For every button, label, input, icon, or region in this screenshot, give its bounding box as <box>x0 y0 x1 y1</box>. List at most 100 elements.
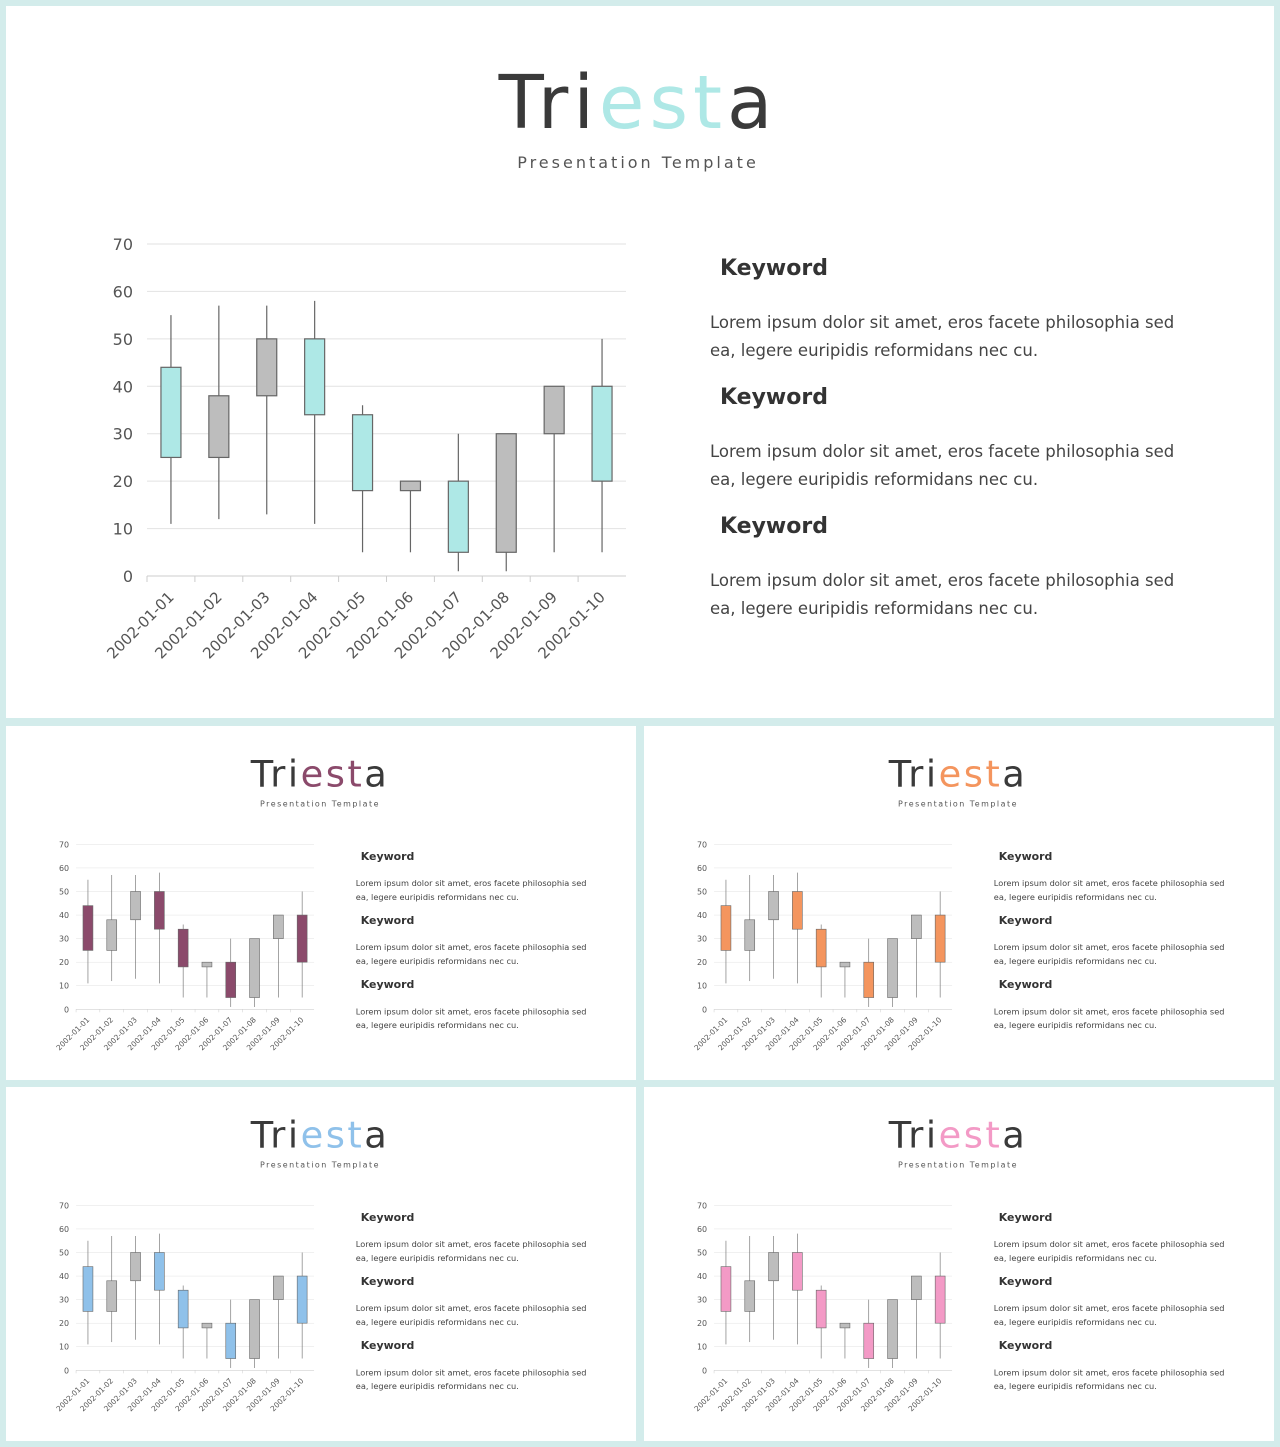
candle-body <box>154 1252 165 1291</box>
candle-body <box>792 891 803 930</box>
keyword-text: Lorem ipsum dolor sit amet, eros facete … <box>710 442 1175 489</box>
candle-body <box>839 1322 851 1329</box>
candle-body <box>177 928 189 968</box>
candle-body <box>887 938 898 998</box>
slide-title: Triesta <box>250 753 389 796</box>
candle-body <box>911 1275 922 1300</box>
candle-body <box>201 1322 213 1329</box>
y-tick-label: 0 <box>64 1366 69 1375</box>
title-part: est <box>939 753 1003 796</box>
chart: 0102030405060702002-01-012002-01-022002-… <box>692 1201 953 1413</box>
title-part: a <box>1002 753 1027 796</box>
keyword-panel: Keyword Lorem ipsum dolor sit amet, eros … <box>994 850 1225 1030</box>
title-part: a <box>1002 1114 1027 1157</box>
keyword-text: Lorem ipsum dolor sit amet, eros facete … <box>710 313 1175 360</box>
candle-body <box>273 914 284 939</box>
slide: Triesta Presentation Template 0 10 20 30 40 50 6… <box>644 1087 1274 1441</box>
candle-body <box>106 1280 118 1312</box>
candle-body <box>225 1322 237 1359</box>
keyword-heading: Keyword <box>998 1211 1053 1224</box>
slide-subtitle: Presentation Template <box>517 153 759 172</box>
keyword-list: Keyword Lorem ipsum dolor sit amet, eros … <box>710 256 1190 623</box>
y-tick-label: 40 <box>59 911 69 920</box>
y-tick-label: 40 <box>697 911 707 920</box>
title-part: Tri <box>888 753 939 796</box>
keyword-panel: Keyword Lorem ipsum dolor sit amet, eros … <box>710 256 1190 623</box>
keyword-heading: Keyword <box>998 1275 1053 1288</box>
keyword-heading: Keyword <box>360 1211 415 1224</box>
keyword-heading: Keyword <box>998 850 1053 863</box>
y-tick-label: 0 <box>123 567 133 586</box>
title-part: Tri <box>888 1114 939 1157</box>
candle-body <box>130 1252 141 1282</box>
candle-body <box>201 961 213 968</box>
candle-body <box>815 928 827 968</box>
y-tick-label: 0 <box>702 1366 707 1375</box>
y-tick-label: 20 <box>697 1319 707 1328</box>
y-tick-label: 50 <box>697 1248 707 1257</box>
keyword-panel: Keyword Lorem ipsum dolor sit amet, eros … <box>355 850 587 1030</box>
keyword-text: Lorem ipsum dolor sit amet, eros facete … <box>355 1367 587 1392</box>
keyword-heading: Keyword <box>360 850 415 863</box>
y-tick-label: 60 <box>59 864 69 873</box>
candle-body <box>934 1275 946 1324</box>
keyword-text: Lorem ipsum dolor sit amet, eros facete … <box>355 1239 587 1264</box>
slide-title: Triesta <box>888 1114 1027 1157</box>
candle-body <box>177 1289 189 1329</box>
candle-body <box>768 891 779 921</box>
candle-body <box>863 1322 875 1359</box>
candle-body <box>591 385 613 482</box>
candle-body <box>304 338 326 416</box>
slide-subtitle: Presentation Template <box>898 1161 1018 1170</box>
candle-body <box>887 1299 898 1359</box>
candle-body <box>82 1266 94 1312</box>
keyword-heading: Keyword <box>720 514 828 539</box>
keyword-text: Lorem ipsum dolor sit amet, eros facete … <box>710 571 1175 618</box>
candle-body <box>249 1299 260 1359</box>
slide-canvas: Triesta Presentation Template 0 10 20 30 40 50 6… <box>54 753 587 1053</box>
y-tick-label: 50 <box>59 887 69 896</box>
keyword-heading: Keyword <box>998 1339 1053 1352</box>
slide-canvas: Triesta Presentation Template 0 10 20 30 40 50 6… <box>103 60 1190 662</box>
y-tick-label: 10 <box>113 520 133 539</box>
candle-body <box>495 433 517 553</box>
title-part: Tri <box>498 60 599 146</box>
keyword-heading: Keyword <box>720 385 828 410</box>
candle-body <box>720 1266 732 1312</box>
keyword-text: Lorem ipsum dolor sit amet, eros facete … <box>355 942 587 967</box>
title-part: a <box>727 60 777 146</box>
y-tick-label: 40 <box>697 1272 707 1281</box>
slide-subtitle: Presentation Template <box>898 800 1018 809</box>
y-tick-label: 60 <box>697 1225 707 1234</box>
candle-body <box>447 480 469 553</box>
y-tick-label: 10 <box>59 982 69 991</box>
y-tick-label: 10 <box>697 982 707 991</box>
chart: 0102030405060702002-01-012002-01-022002-… <box>54 840 315 1052</box>
chart: 0102030405060702002-01-012002-01-022002-… <box>54 1201 315 1413</box>
candle-body <box>351 414 374 492</box>
keyword-text: Lorem ipsum dolor sit amet, eros facete … <box>993 1367 1225 1392</box>
slide-canvas: Triesta Presentation Template 0 10 20 30 40 50 6… <box>692 1114 1232 1414</box>
keyword-heading: Keyword <box>360 978 415 991</box>
keyword-list: Keyword Lorem ipsum dolor sit amet, eros … <box>356 1211 594 1393</box>
candle-body <box>744 919 756 951</box>
keyword-heading: Keyword <box>998 914 1053 927</box>
slide: Triesta Presentation Template 0 10 20 30 40 50 6… <box>6 726 636 1080</box>
y-tick-label: 20 <box>113 472 133 491</box>
y-tick-label: 60 <box>113 282 133 301</box>
title-part: est <box>599 60 727 146</box>
candle-body <box>911 914 922 939</box>
y-tick-label: 60 <box>59 1225 69 1234</box>
candle-body <box>744 1280 756 1312</box>
keyword-panel: Keyword Lorem ipsum dolor sit amet, eros … <box>356 1211 594 1393</box>
keyword-list: Keyword Lorem ipsum dolor sit amet, eros … <box>994 1211 1232 1393</box>
slide-title: Triesta <box>250 1114 389 1157</box>
candle-body <box>839 961 851 968</box>
y-tick-label: 10 <box>697 1343 707 1352</box>
y-tick-label: 70 <box>59 840 69 849</box>
candle-body <box>792 1252 803 1291</box>
y-tick-label: 40 <box>113 377 133 396</box>
y-tick-label: 30 <box>59 935 69 944</box>
y-tick-label: 0 <box>64 1005 69 1014</box>
